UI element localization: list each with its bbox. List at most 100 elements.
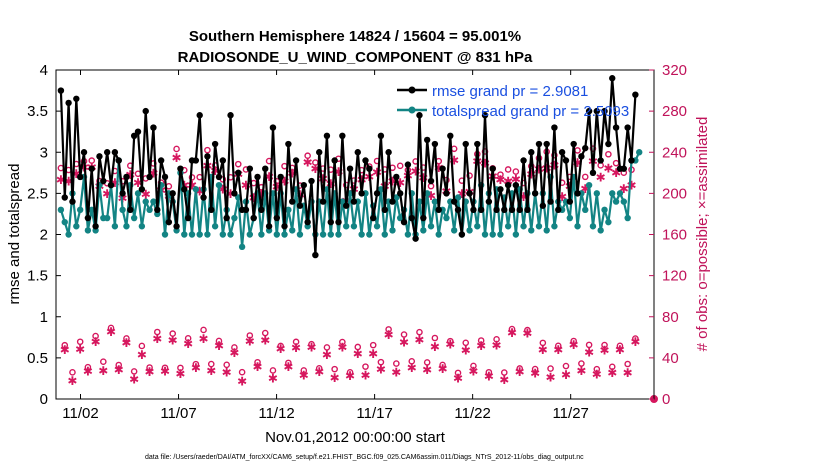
rmse-point bbox=[562, 157, 570, 164]
rmse-point bbox=[235, 169, 242, 177]
legend-spread-label: totalspread grand pr = 2.5093 bbox=[432, 103, 629, 120]
totalspread-point bbox=[181, 231, 188, 238]
obs-assimilated-marker: ✱ bbox=[457, 187, 467, 201]
rmse-point bbox=[381, 206, 388, 214]
totalspread-point bbox=[528, 227, 535, 234]
rmse-point bbox=[574, 190, 581, 197]
rmse-point bbox=[304, 218, 311, 226]
obs-assimilated-marker: ✱ bbox=[519, 190, 529, 204]
rmse-point bbox=[624, 124, 631, 131]
obs-assimilated-marker: ✱ bbox=[476, 339, 486, 353]
obs-assimilated-marker: ✱ bbox=[407, 361, 417, 375]
obs-assimilated-marker: ✱ bbox=[310, 162, 320, 176]
obs-assimilated-marker: ✱ bbox=[299, 368, 309, 382]
totalspread-point bbox=[258, 231, 265, 238]
rmse-point bbox=[443, 190, 450, 197]
obs-possible-marker bbox=[531, 365, 539, 373]
totalspread-point bbox=[343, 223, 350, 230]
rmse-point bbox=[358, 190, 365, 197]
totalspread-point bbox=[435, 231, 442, 238]
rmse-point bbox=[609, 75, 616, 82]
obs-assimilated-marker: ✱ bbox=[249, 191, 259, 205]
totalspread-point bbox=[366, 231, 373, 238]
obs-assimilated-marker: ✱ bbox=[503, 174, 513, 188]
rmse-point bbox=[227, 112, 234, 119]
rmse-point bbox=[524, 206, 531, 214]
rmse-point bbox=[555, 206, 562, 214]
obs-possible-marker bbox=[377, 358, 385, 366]
obs-assimilated-marker: ✱ bbox=[357, 173, 367, 187]
obs-possible-marker bbox=[554, 342, 562, 350]
obs-assimilated-marker: ✱ bbox=[272, 180, 282, 194]
obs-assimilated-marker: ✱ bbox=[83, 365, 93, 379]
obs-possible-marker bbox=[261, 329, 269, 337]
obs-possible-marker bbox=[61, 341, 69, 349]
totalspread-point bbox=[574, 223, 581, 230]
totalspread-point bbox=[585, 181, 593, 189]
rmse-point bbox=[242, 206, 250, 214]
rmse-point bbox=[447, 132, 454, 139]
rmse-point bbox=[300, 181, 307, 189]
obs-possible-marker bbox=[500, 369, 508, 376]
obs-assimilated-marker: ✱ bbox=[264, 170, 274, 184]
obs-assimilated-marker: ✱ bbox=[603, 162, 613, 176]
obs-assimilated-marker: ✱ bbox=[64, 174, 74, 188]
rmse-point bbox=[65, 99, 72, 107]
totalspread-point bbox=[597, 227, 604, 234]
obs-possible-marker bbox=[562, 362, 570, 370]
rmse-point bbox=[173, 223, 180, 230]
x-tick-label: 11/22 bbox=[454, 405, 490, 422]
obs-possible-marker bbox=[215, 337, 223, 345]
obs-assimilated-marker: ✱ bbox=[376, 362, 386, 376]
rmse-point bbox=[605, 140, 612, 148]
y-tick-label-right: 320 bbox=[662, 62, 687, 79]
obs-assimilated-marker: ✱ bbox=[172, 151, 182, 165]
obs-assimilated-marker: ✱ bbox=[268, 372, 278, 386]
obs-possible-marker bbox=[400, 331, 408, 338]
obs-assimilated-marker: ✱ bbox=[287, 167, 297, 181]
rmse-point bbox=[231, 190, 238, 197]
totalspread-point bbox=[350, 223, 358, 230]
rmse-point bbox=[377, 132, 385, 139]
obs-possible-marker bbox=[616, 342, 624, 350]
totalspread-point bbox=[593, 190, 601, 197]
obs-assimilated-marker: ✱ bbox=[260, 333, 270, 347]
rmse-point bbox=[597, 157, 604, 164]
obs-possible-marker bbox=[539, 339, 547, 347]
rmse-point bbox=[620, 165, 628, 172]
totalspread-point bbox=[381, 231, 388, 238]
obs-assimilated-marker: ✱ bbox=[214, 339, 224, 353]
obs-assimilated-marker: ✱ bbox=[237, 374, 247, 388]
rmse-point bbox=[416, 112, 423, 119]
obs-possible-marker bbox=[551, 151, 558, 159]
obs-assimilated-marker: ✱ bbox=[98, 364, 108, 378]
obs-assimilated-marker: ✱ bbox=[360, 368, 370, 382]
obs-assimilated-marker: ✱ bbox=[430, 340, 440, 354]
rmse-point bbox=[423, 136, 431, 144]
obs-possible-marker bbox=[292, 338, 300, 346]
totalspread-point bbox=[76, 206, 84, 214]
obs-possible-marker bbox=[184, 335, 192, 342]
rmse-point bbox=[161, 173, 169, 181]
rmse-point bbox=[362, 157, 369, 164]
totalspread-point bbox=[285, 206, 292, 214]
totalspread-point bbox=[211, 223, 219, 230]
obs-assimilated-marker: ✱ bbox=[549, 158, 559, 172]
rmse-point bbox=[316, 149, 323, 156]
totalspread-point bbox=[389, 227, 396, 234]
chart-title: Southern Hemisphere 14824 / 15604 = 95.0… bbox=[189, 28, 521, 45]
totalspread-point bbox=[404, 231, 412, 238]
obs-assimilated-marker: ✱ bbox=[314, 365, 324, 379]
obs-assimilated-marker: ✱ bbox=[384, 328, 394, 342]
obs-assimilated-marker: ✱ bbox=[148, 167, 158, 181]
obs-assimilated-marker: ✱ bbox=[337, 340, 347, 354]
rmse-point bbox=[61, 194, 68, 201]
obs-possible-marker bbox=[450, 145, 458, 153]
y-tick-label: 4 bbox=[40, 62, 48, 79]
obs-possible-marker bbox=[431, 334, 439, 342]
rmse-point bbox=[103, 149, 111, 156]
y-tick-label-right: 200 bbox=[662, 185, 687, 202]
obs-possible-marker bbox=[200, 326, 207, 334]
totalspread-point bbox=[466, 227, 473, 234]
y-tick-label: 1.5 bbox=[27, 268, 48, 285]
